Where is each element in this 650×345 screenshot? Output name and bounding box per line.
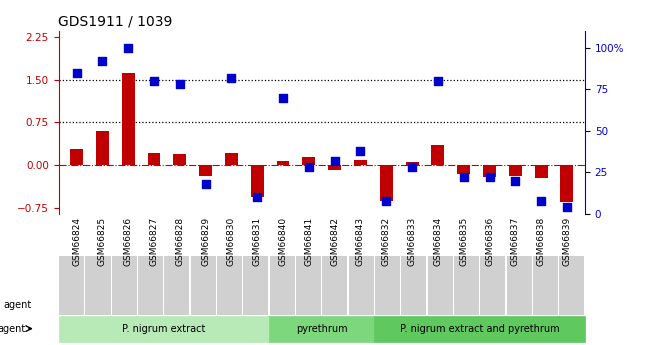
Text: P. nigrum extract and pyrethrum: P. nigrum extract and pyrethrum xyxy=(400,324,560,334)
Point xyxy=(356,148,366,154)
Bar xyxy=(225,153,238,165)
Bar xyxy=(277,161,289,165)
Bar xyxy=(122,73,135,165)
Point xyxy=(381,198,391,203)
Bar xyxy=(302,157,315,165)
Text: agent: agent xyxy=(0,324,26,334)
Point xyxy=(98,58,108,64)
Bar xyxy=(457,165,470,174)
Point xyxy=(175,81,185,87)
Bar xyxy=(251,165,264,197)
Bar xyxy=(199,165,212,176)
Point xyxy=(536,198,546,203)
Bar xyxy=(535,165,547,178)
Point xyxy=(200,181,211,187)
Bar xyxy=(148,153,161,165)
Bar xyxy=(432,145,445,165)
Point xyxy=(278,95,288,100)
Point xyxy=(252,195,263,200)
Bar xyxy=(380,165,393,201)
Point xyxy=(510,178,521,184)
Bar xyxy=(96,131,109,165)
Point xyxy=(149,78,159,84)
Bar xyxy=(509,165,522,176)
Bar xyxy=(560,165,573,203)
Point xyxy=(123,45,133,50)
Bar xyxy=(70,149,83,165)
Point xyxy=(72,70,82,75)
Text: pyrethrum: pyrethrum xyxy=(296,324,348,334)
Text: GDS1911 / 1039: GDS1911 / 1039 xyxy=(58,14,173,29)
Bar xyxy=(406,162,419,165)
Point xyxy=(562,205,572,210)
Bar xyxy=(328,165,341,170)
Point xyxy=(484,175,495,180)
Point xyxy=(458,175,469,180)
Point xyxy=(330,158,340,164)
Bar xyxy=(354,160,367,165)
Text: agent: agent xyxy=(3,300,31,310)
Point xyxy=(407,165,417,170)
Point xyxy=(304,165,314,170)
Legend: log2 ratio, percentile rank within the sample: log2 ratio, percentile rank within the s… xyxy=(63,326,254,345)
Bar xyxy=(483,165,496,177)
Bar xyxy=(174,154,187,165)
Point xyxy=(226,75,237,80)
Point xyxy=(433,78,443,84)
Text: P. nigrum extract: P. nigrum extract xyxy=(122,324,205,334)
